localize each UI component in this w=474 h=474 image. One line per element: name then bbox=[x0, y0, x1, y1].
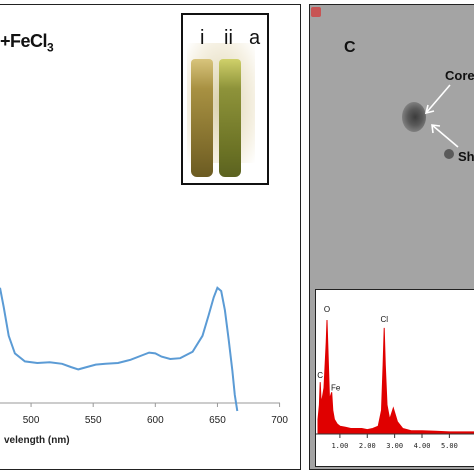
x-tick-label: 700 bbox=[271, 415, 288, 426]
shell-arrowhead bbox=[431, 124, 441, 134]
vial-i bbox=[191, 59, 213, 177]
eds-spectrum: 1.00 2.00 3.00 4.00 5.00 O C Fe Cl bbox=[316, 305, 474, 450]
core-annotation: Core bbox=[445, 68, 474, 83]
uv-vis-panel: +FeCl3 i ii a 500 550 600 650 700 velength (… bbox=[0, 4, 301, 470]
red-artifact bbox=[311, 7, 321, 17]
vial-label-ii: ii bbox=[224, 27, 233, 49]
core-arrowhead bbox=[424, 104, 435, 115]
eds-tick-label: 2.00 bbox=[359, 442, 376, 450]
shell-particle bbox=[444, 149, 454, 159]
x-tick-label: 500 bbox=[23, 415, 40, 426]
core-particle bbox=[402, 102, 426, 132]
shell-annotation: Sh bbox=[458, 149, 474, 164]
vial-photo-inset: i ii a bbox=[181, 13, 269, 185]
uv-vis-chart: 500 550 600 650 700 velength (nm) bbox=[0, 286, 288, 446]
eds-tick-label: 1.00 bbox=[331, 442, 348, 450]
eds-tick-label: 5.00 bbox=[441, 442, 458, 450]
vial-label-a: a bbox=[249, 27, 261, 49]
x-tick-label: 550 bbox=[85, 415, 102, 426]
annotation-arrows bbox=[424, 84, 459, 148]
vial-label-i: i bbox=[200, 27, 205, 49]
eds-spectrum-fill bbox=[317, 319, 474, 434]
x-tick-label: 650 bbox=[209, 415, 226, 426]
eds-inset: 1.00 2.00 3.00 4.00 5.00 O C Fe Cl bbox=[315, 289, 474, 467]
eds-peak-label: Cl bbox=[380, 315, 388, 324]
absorbance-curve bbox=[0, 286, 239, 412]
panel-title: +FeCl3 bbox=[0, 31, 54, 55]
eds-tick-label: 3.00 bbox=[386, 442, 403, 450]
eds-peak-label: O bbox=[324, 305, 330, 314]
eds-tick-label: 4.00 bbox=[414, 442, 431, 450]
eds-peak-label: Fe bbox=[331, 383, 341, 392]
eds-peak-label: C bbox=[317, 371, 323, 380]
x-tick-label: 600 bbox=[147, 415, 164, 426]
vial-ii bbox=[219, 59, 241, 177]
core-arrow bbox=[425, 84, 451, 114]
tem-panel: C Core Sh 1.00 2.00 3.00 4.00 5.00 O C Fe Cl bbox=[309, 4, 474, 470]
shell-arrow bbox=[431, 124, 459, 148]
panel-label-c: C bbox=[344, 39, 356, 56]
x-axis-title: velength (nm) bbox=[4, 435, 70, 446]
